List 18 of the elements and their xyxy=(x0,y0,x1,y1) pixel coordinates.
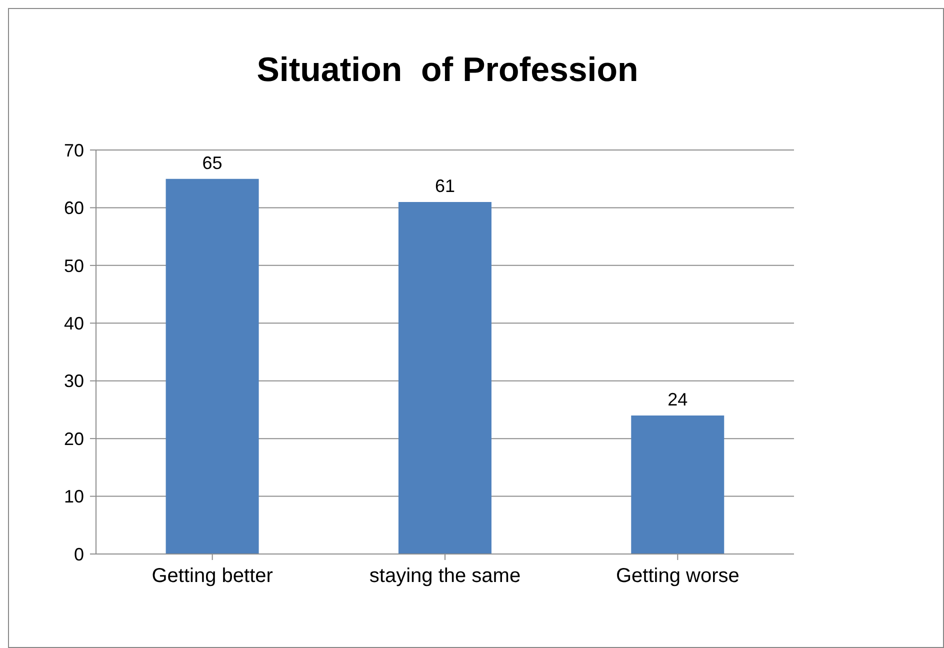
data-label: 24 xyxy=(668,389,688,410)
y-tick-label: 20 xyxy=(64,428,84,449)
y-tick-label: 70 xyxy=(64,140,84,160)
x-tick-label: Getting better xyxy=(152,565,274,588)
bar xyxy=(166,178,259,554)
y-tick-label: 60 xyxy=(64,198,84,218)
x-tick-label: staying the same xyxy=(369,565,521,588)
y-tick-label: 50 xyxy=(64,256,84,276)
y-tick-label: 10 xyxy=(64,486,84,507)
y-tick-label: 40 xyxy=(64,314,84,334)
bar xyxy=(631,415,724,554)
chart-title: Situation of Profession xyxy=(256,51,638,89)
data-label: 61 xyxy=(434,176,455,196)
y-tick-label: 30 xyxy=(64,371,84,392)
bar xyxy=(398,202,492,554)
x-tick-label: Getting worse xyxy=(616,565,740,588)
data-label: 65 xyxy=(202,152,222,173)
y-tick-label: 0 xyxy=(74,544,84,564)
